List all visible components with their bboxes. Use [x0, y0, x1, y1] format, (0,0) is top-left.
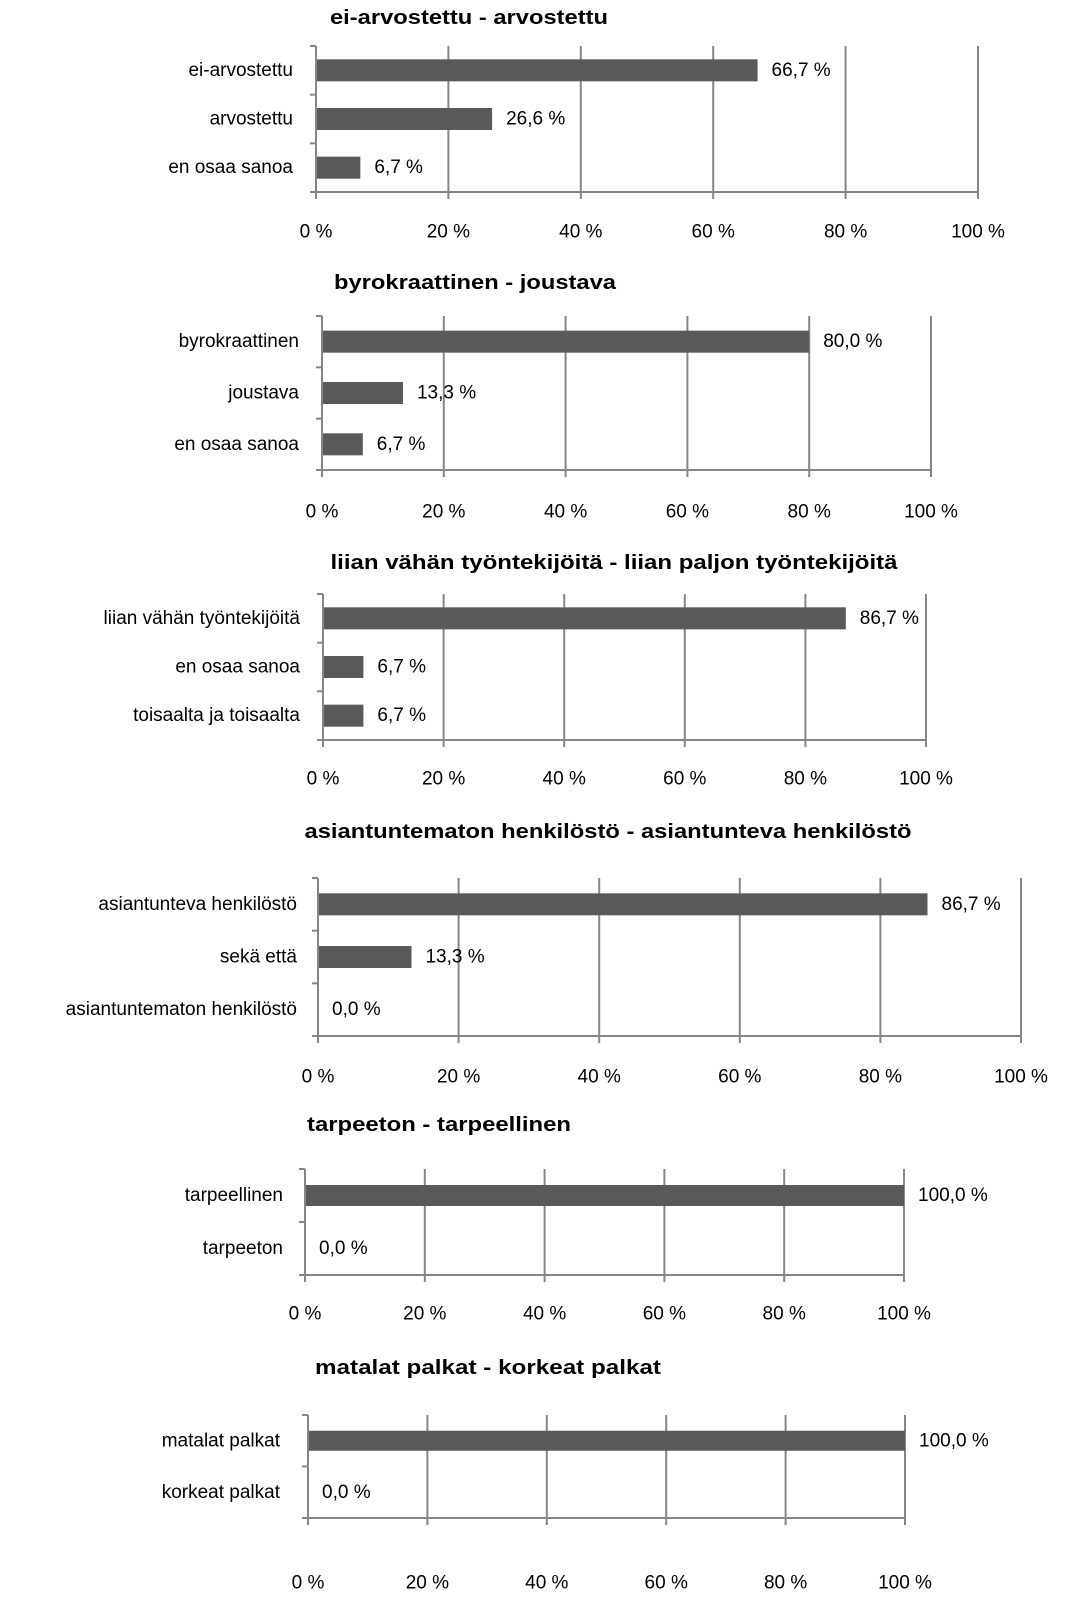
x-tick-label: 20 % [422, 502, 465, 523]
x-tick-label: 80 % [824, 222, 867, 243]
chart-title: tarpeeton - tarpeellinen [307, 1114, 571, 1136]
x-tick-label: 20 % [422, 769, 465, 790]
category-label: en osaa sanoa [175, 657, 300, 678]
x-tick-label: 20 % [427, 222, 470, 243]
x-tick-label: 60 % [666, 502, 709, 523]
bar [323, 433, 363, 456]
x-tick-label: 0 % [300, 222, 333, 243]
data-label: 6,7 % [377, 434, 426, 455]
category-label: tarpeeton [203, 1238, 283, 1259]
x-tick-label: 0 % [306, 502, 339, 523]
category-label: korkeat palkat [162, 1482, 281, 1503]
x-tick-label: 100 % [904, 502, 958, 523]
bar [319, 946, 412, 968]
chart-6: matalat palkat - korkeat palkat matalat p… [162, 1357, 989, 1594]
data-label: 6,7 % [374, 157, 423, 178]
data-label: 0,0 % [332, 999, 381, 1020]
category-label: tarpeellinen [185, 1185, 283, 1206]
chart-title: matalat palkat - korkeat palkat [315, 1357, 661, 1379]
chart-title: liian vähän työntekijöitä - liian paljon… [331, 552, 899, 574]
bar [317, 108, 493, 130]
bar [306, 1185, 904, 1206]
bar [324, 704, 364, 727]
chart-title: byrokraattinen - joustava [334, 272, 617, 294]
bar [317, 59, 758, 82]
x-tick-label: 80 % [763, 1304, 806, 1325]
data-label: 6,7 % [377, 705, 426, 726]
x-tick-label: 40 % [578, 1067, 621, 1088]
x-tick-label: 0 % [302, 1067, 335, 1088]
data-label: 13,3 % [417, 383, 476, 404]
x-tick-label: 60 % [663, 769, 706, 790]
x-tick-label: 100 % [878, 1573, 932, 1594]
x-tick-label: 20 % [403, 1304, 446, 1325]
x-tick-label: 0 % [289, 1304, 322, 1325]
category-label: en osaa sanoa [174, 434, 299, 455]
category-label: sekä että [220, 947, 298, 968]
x-tick-label: 60 % [718, 1067, 761, 1088]
bar [317, 156, 361, 179]
x-tick-label: 100 % [877, 1304, 931, 1325]
x-tick-label: 60 % [643, 1304, 686, 1325]
data-label: 13,3 % [425, 947, 484, 968]
bar [323, 382, 403, 404]
x-tick-label: 40 % [544, 502, 587, 523]
data-label: 0,0 % [319, 1238, 368, 1259]
data-label: 66,7 % [772, 60, 831, 81]
bar [323, 330, 810, 353]
x-tick-label: 100 % [899, 769, 953, 790]
chart-3: liian vähän työntekijöitä - liian paljon… [104, 552, 954, 790]
bar [324, 656, 364, 678]
bar [309, 1430, 905, 1451]
chart-2: byrokraattinen - joustava byrokraattinen 8… [174, 272, 958, 523]
category-label: joustava [227, 383, 299, 404]
bar [319, 893, 928, 916]
category-label: liian vähän työntekijöitä [104, 608, 301, 629]
x-tick-label: 80 % [859, 1067, 902, 1088]
chart-4: asiantuntematon henkilöstö - asiantuntev… [66, 821, 1048, 1088]
chart-title: ei-arvostettu - arvostettu [330, 7, 608, 29]
x-tick-label: 0 % [292, 1573, 325, 1594]
bar [324, 607, 846, 630]
x-tick-label: 80 % [764, 1573, 807, 1594]
category-label: byrokraattinen [179, 331, 299, 352]
x-tick-label: 60 % [692, 222, 735, 243]
data-label: 100,0 % [919, 1430, 989, 1451]
x-tick-label: 100 % [994, 1067, 1048, 1088]
chart-title: asiantuntematon henkilöstö - asiantuntev… [305, 821, 912, 843]
category-label: en osaa sanoa [168, 157, 293, 178]
x-tick-label: 100 % [951, 222, 1005, 243]
category-label: arvostettu [210, 109, 293, 130]
chart-1: ei-arvostettu - arvostettu ei-arvostettu 6… [168, 7, 1005, 243]
data-label: 26,6 % [506, 109, 565, 130]
x-tick-label: 80 % [788, 502, 831, 523]
data-label: 86,7 % [860, 608, 919, 629]
x-tick-label: 80 % [784, 769, 827, 790]
x-tick-label: 60 % [645, 1573, 688, 1594]
x-tick-label: 0 % [307, 769, 340, 790]
x-tick-label: 40 % [525, 1573, 568, 1594]
data-label: 80,0 % [823, 331, 882, 352]
category-label: matalat palkat [162, 1430, 281, 1451]
data-label: 86,7 % [942, 894, 1001, 915]
category-label: ei-arvostettu [188, 60, 293, 81]
x-tick-label: 20 % [437, 1067, 480, 1088]
category-label: asiantunteva henkilöstö [98, 894, 297, 915]
data-label: 6,7 % [377, 657, 426, 678]
x-tick-label: 40 % [523, 1304, 566, 1325]
x-tick-label: 20 % [406, 1573, 449, 1594]
data-label: 0,0 % [322, 1482, 371, 1503]
data-label: 100,0 % [918, 1185, 988, 1206]
x-tick-label: 40 % [559, 222, 602, 243]
category-label: toisaalta ja toisaalta [133, 705, 300, 726]
chart-5: tarpeeton - tarpeellinen tarpeellinen 100,… [185, 1114, 988, 1325]
category-label: asiantuntematon henkilöstö [66, 999, 297, 1020]
x-tick-label: 40 % [543, 769, 586, 790]
